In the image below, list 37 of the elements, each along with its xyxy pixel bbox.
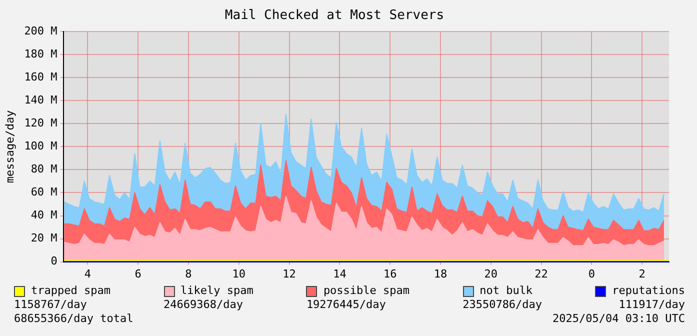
y-tick-label: 180 M	[24, 47, 58, 60]
x-tick-label: 12	[282, 267, 296, 280]
text: 24669368/day	[164, 298, 244, 312]
legend-label: trapped spam	[31, 284, 110, 298]
x-tick-label: 10	[232, 267, 246, 280]
x-tick-label: 18	[434, 267, 448, 280]
text: 1158767/day	[14, 298, 87, 312]
y-tick-label: 0	[50, 254, 58, 268]
text: 68655366/day total	[14, 312, 134, 326]
text: 23550786/day	[462, 298, 542, 312]
chart-title: Mail Checked at Most Servers	[224, 8, 444, 24]
x-tick-label: 20	[484, 267, 498, 280]
x-tick-label: 2	[638, 267, 646, 280]
x-tick-label: 14	[333, 267, 347, 280]
y-tick-label: 140 M	[24, 94, 58, 107]
y-tick-label: 60 M	[30, 186, 58, 199]
legend-label: likely spam	[180, 284, 254, 298]
text: 111917/day	[618, 298, 685, 312]
x-tick-label: 22	[534, 267, 548, 280]
legend-label: possible spam	[323, 284, 410, 298]
x-tick-label: 4	[84, 267, 92, 280]
text: 2025/05/04 03:10 UTC	[552, 312, 685, 326]
legend-label: reputations	[612, 284, 685, 298]
y-axis-title: message/day	[3, 110, 16, 184]
y-tick-label: 20 M	[30, 232, 58, 245]
x-tick-label: 16	[383, 267, 397, 280]
x-tick-label: 0	[588, 267, 596, 280]
legend-label: not bulk	[480, 284, 533, 298]
y-tick-label: 200 M	[24, 24, 58, 38]
x-tick-label: 6	[134, 267, 142, 280]
y-tick-label: 80 M	[30, 162, 58, 176]
y-tick-label: 160 M	[24, 70, 58, 84]
y-tick-label: 120 M	[24, 116, 58, 130]
y-tick-label: 100 M	[24, 140, 58, 153]
text: 19276445/day	[306, 298, 386, 312]
x-tick-label: 8	[185, 267, 192, 280]
y-tick-label: 40 M	[30, 208, 58, 222]
